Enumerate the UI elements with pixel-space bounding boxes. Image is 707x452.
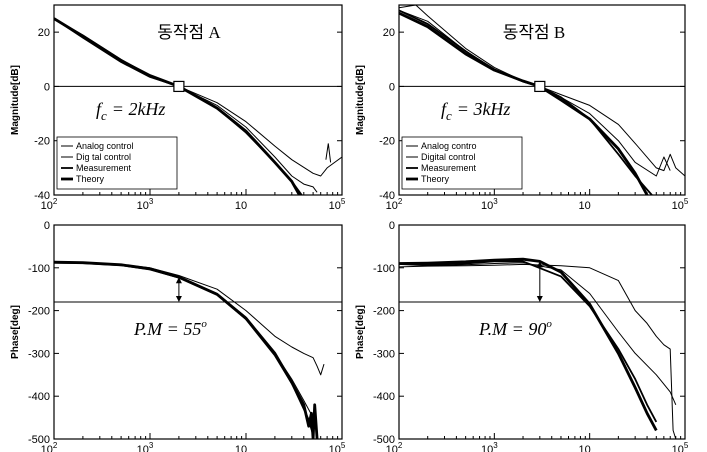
series-line-1 [399, 262, 677, 405]
x-tick-label: 102 [386, 197, 403, 212]
y-tick-label: -500 [373, 434, 395, 446]
series-spike [325, 143, 332, 163]
y-tick-label: -20 [379, 136, 395, 148]
legend-label-3: Theory [76, 174, 105, 184]
panel-title: 동작점 B [503, 23, 566, 42]
crossover-annotation: fc = 3kHz [441, 99, 510, 123]
legend-label-1: Dig tal control [76, 152, 131, 162]
y-tick-label: -300 [373, 348, 395, 360]
x-tick-label: 102 [386, 441, 403, 452]
legend-label-2: Measurement [421, 163, 477, 173]
plot-frame [398, 224, 686, 440]
series-line-0 [399, 263, 677, 439]
series-group [399, 257, 677, 439]
phase-margin-annotation: P.M = 55o [133, 318, 207, 339]
legend-label-2: Measurement [76, 163, 132, 173]
x-tick-label: 10 [579, 444, 591, 452]
x-tick-label: 102 [41, 197, 58, 212]
series-line-0 [399, 5, 685, 177]
y-tick-label: 0 [44, 220, 50, 232]
y-tick-label: 20 [38, 27, 50, 39]
y-tick-label: -500 [28, 434, 50, 446]
crossover-marker [173, 80, 185, 93]
y-tick-label: 0 [44, 81, 50, 93]
x-tick-label: 105 [672, 197, 689, 212]
y-tick-label: -400 [28, 391, 50, 403]
y-axis-title: Magnitude[dB] [10, 65, 21, 135]
x-tick-label: 10 [235, 200, 247, 212]
series-line-3 [399, 257, 658, 432]
plot-frame [398, 4, 686, 196]
plot-frame [53, 4, 343, 196]
crossover-annotation: fc = 2kHz [96, 99, 165, 123]
y-tick-label: -40 [379, 190, 395, 202]
arrow-head-bottom [536, 296, 543, 303]
x-tick-label: 105 [329, 441, 346, 452]
y-axis-title: Phase[deg] [355, 305, 366, 359]
plot-frame [53, 224, 343, 440]
y-tick-label: -40 [34, 190, 50, 202]
panel-title: 동작점 A [157, 23, 221, 42]
y-tick-label: -20 [34, 136, 50, 148]
y-axis-title: Phase[deg] [10, 305, 21, 359]
y-axis-title: Magnitude[dB] [355, 65, 366, 135]
x-tick-label: 103 [137, 441, 154, 452]
legend-label-1: Digital control [421, 152, 476, 162]
y-tick-label: -100 [373, 263, 395, 275]
y-tick-label: 0 [389, 220, 395, 232]
legend-label-3: Theory [421, 174, 450, 184]
y-tick-label: -400 [373, 391, 395, 403]
series-group [54, 260, 325, 439]
y-tick-label: 20 [383, 27, 395, 39]
x-tick-label: 103 [481, 197, 498, 212]
arrow-head-top [175, 277, 182, 284]
y-tick-label: -200 [28, 306, 50, 318]
y-tick-label: 0 [389, 81, 395, 93]
phase-margin-annotation: P.M = 90o [478, 318, 552, 339]
x-tick-label: 102 [41, 441, 58, 452]
series-line-2 [399, 260, 658, 423]
legend-label-0: Analog control [76, 141, 134, 151]
x-tick-label: 105 [672, 441, 689, 452]
y-tick-label: -200 [373, 306, 395, 318]
arrow-head-top [536, 261, 543, 268]
x-tick-label: 103 [137, 197, 154, 212]
series-line-2 [54, 261, 314, 435]
series-line-3 [54, 260, 319, 439]
series-line-3 [54, 17, 301, 195]
legend-box [401, 136, 523, 190]
legend-label-0: Analog contro [421, 141, 477, 151]
x-tick-label: 105 [329, 197, 346, 212]
x-tick-label: 103 [481, 441, 498, 452]
x-tick-label: 10 [235, 444, 247, 452]
series-line-1 [54, 262, 318, 431]
legend-box [56, 136, 178, 190]
y-tick-label: -300 [28, 348, 50, 360]
x-tick-label: 10 [579, 200, 591, 212]
series-group [54, 17, 342, 195]
arrow-head-bottom [175, 296, 182, 303]
crossover-marker [534, 80, 546, 93]
y-tick-label: -100 [28, 263, 50, 275]
